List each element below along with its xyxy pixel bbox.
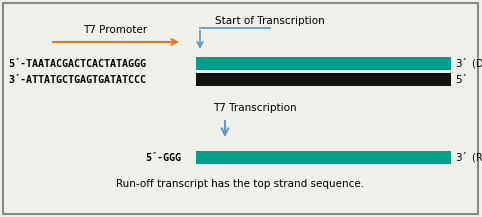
Text: T7 Transcription: T7 Transcription (213, 103, 297, 113)
Bar (196, 57, 451, 70)
Text: Start of Transcription: Start of Transcription (215, 16, 325, 26)
Text: 3´: 3´ (455, 59, 467, 69)
Text: 3´-ATTATGCTGAGTGATATCCC: 3´-ATTATGCTGAGTGATATCCC (8, 75, 146, 85)
Text: (RNA transcript): (RNA transcript) (472, 153, 482, 163)
Text: Run-off transcript has the top strand sequence.: Run-off transcript has the top strand se… (116, 179, 364, 189)
Text: 5´-GGG: 5´-GGG (145, 153, 181, 163)
Text: 3´: 3´ (455, 153, 467, 163)
Text: 5´-TAATACGACTCACTATAGGG: 5´-TAATACGACTCACTATAGGG (8, 59, 146, 69)
Text: 5´: 5´ (455, 75, 467, 85)
Text: (DNA template): (DNA template) (472, 59, 482, 69)
Bar (196, 151, 451, 164)
Bar (196, 73, 451, 86)
Text: T7 Promoter: T7 Promoter (83, 25, 147, 35)
